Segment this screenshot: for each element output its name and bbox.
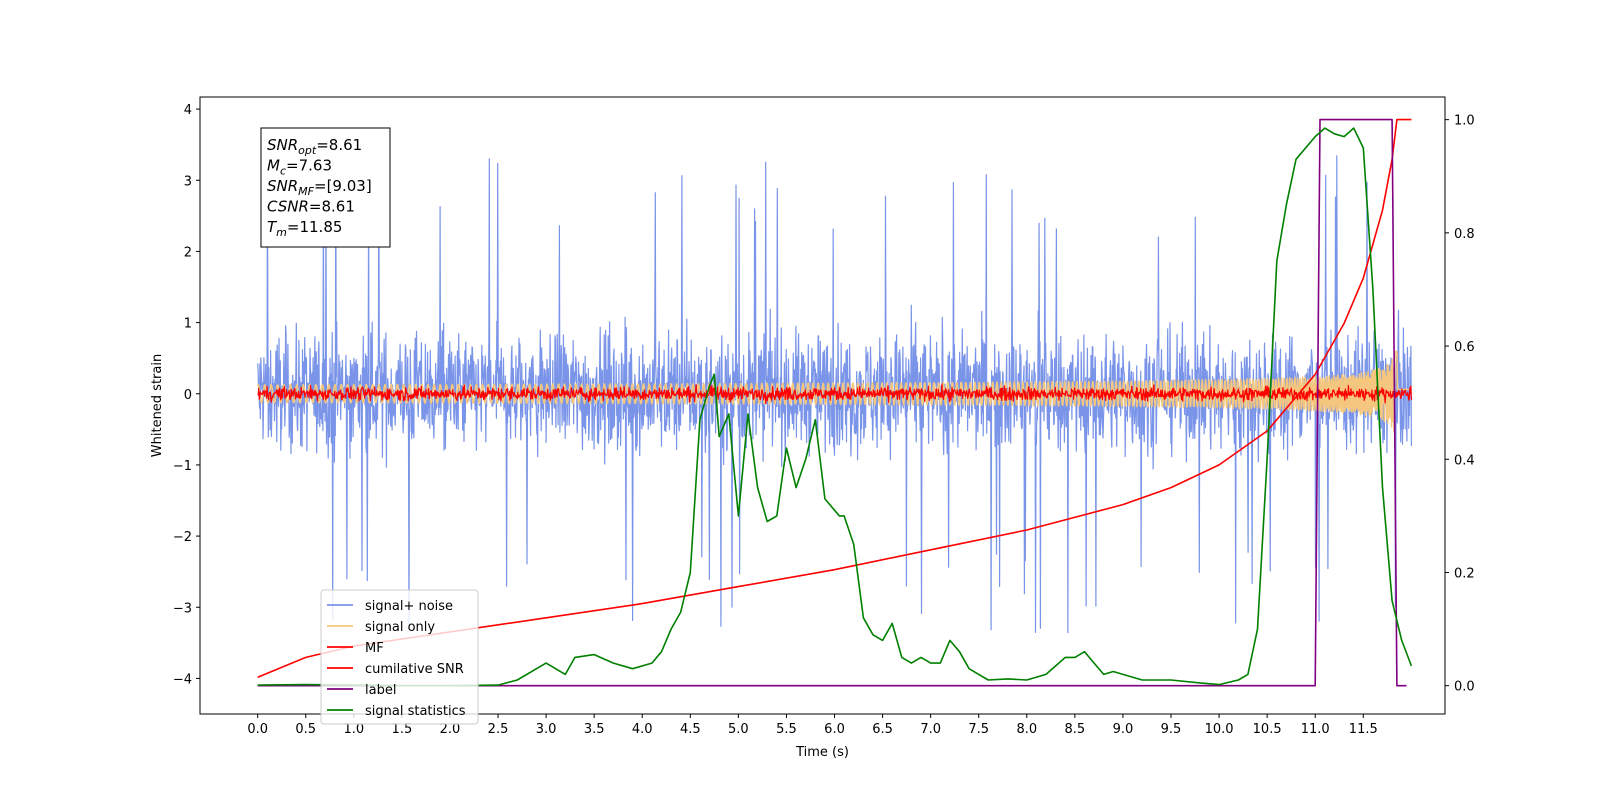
series-mf-line <box>257 383 1412 405</box>
x-tick-label: 1.5 <box>392 722 413 737</box>
annotation-line: Tm=11.85 <box>267 218 342 239</box>
annotation-line: SNRMF=[9.03] <box>267 177 372 198</box>
legend-label: label <box>365 683 396 698</box>
y-tick-label: 0 <box>184 388 192 403</box>
y-tick-label: 4 <box>184 103 192 118</box>
y-tick-label: 3 <box>184 174 192 189</box>
legend-label: signal only <box>365 620 435 635</box>
annotation-line: Mc=7.63 <box>267 157 332 178</box>
x-tick-label: 9.0 <box>1113 722 1134 737</box>
legend: signal+ noise signal only MF cumilative SNR… <box>320 589 479 725</box>
legend-label: MF <box>365 641 384 656</box>
series-label-line <box>257 118 1407 687</box>
y-tick-label: −3 <box>173 601 192 616</box>
y2-tick-label: 0.0 <box>1454 680 1475 695</box>
y2-tick-label: 0.8 <box>1454 227 1475 242</box>
ticks-layer: 0.0 0.5 1.0 1.5 2.0 2.5 3.0 3.5 4.0 4.5 5.0 5.5 6.0 6… <box>173 103 1475 737</box>
x-tick-label: 1.0 <box>343 722 364 737</box>
y2-tick-label: 1.0 <box>1454 114 1475 129</box>
x-tick-label: 10.0 <box>1205 722 1234 737</box>
y2-tick-label: 0.2 <box>1454 566 1475 581</box>
legend-frame <box>320 589 479 725</box>
series-signal-statistics-line <box>257 127 1413 687</box>
x-tick-label: 3.0 <box>536 722 557 737</box>
x-tick-label: 3.5 <box>584 722 605 737</box>
legend-label: signal statistics <box>365 704 466 719</box>
axes-frame <box>199 96 1446 715</box>
x-tick-label: 7.0 <box>920 722 941 737</box>
x-tick-label: 0.5 <box>295 722 316 737</box>
series-cumilative-snr-line <box>257 118 1412 678</box>
legend-label: signal+ noise <box>365 599 453 614</box>
x-tick-label: 10.5 <box>1253 722 1282 737</box>
x-tick-label: 11.5 <box>1349 722 1378 737</box>
y2-tick-label: 0.4 <box>1454 453 1475 468</box>
legend-label: cumilative SNR <box>365 662 464 677</box>
x-tick-label: 9.5 <box>1161 722 1182 737</box>
y-tick-label: 2 <box>184 245 192 260</box>
x-tick-label: 5.0 <box>728 722 749 737</box>
y-tick-label: 1 <box>184 317 192 332</box>
x-tick-label: 11.0 <box>1301 722 1330 737</box>
x-tick-label: 6.5 <box>872 722 893 737</box>
x-tick-label: 8.5 <box>1065 722 1086 737</box>
y-axis-label: Whitened strain <box>150 354 165 457</box>
x-tick-label: 4.5 <box>680 722 701 737</box>
x-tick-label: 8.0 <box>1016 722 1037 737</box>
x-tick-label: 2.5 <box>488 722 509 737</box>
x-axis-label: Time (s) <box>795 745 849 760</box>
annotation-line: CSNR=8.61 <box>267 198 355 216</box>
series-group <box>256 118 1413 687</box>
x-tick-label: 6.0 <box>824 722 845 737</box>
annotation-line: SNRopt=8.61 <box>267 136 362 157</box>
x-tick-label: 2.0 <box>440 722 461 737</box>
y2-tick-label: 0.6 <box>1454 340 1475 355</box>
x-tick-label: 7.5 <box>968 722 989 737</box>
annotation-frame <box>260 127 391 248</box>
axes-layer <box>199 96 1446 715</box>
x-tick-label: 0.0 <box>247 722 268 737</box>
y-tick-label: −4 <box>173 672 192 687</box>
x-tick-label: 4.0 <box>632 722 653 737</box>
y-tick-label: −2 <box>173 530 192 545</box>
series-layer <box>256 118 1413 687</box>
y-tick-label: −1 <box>173 459 192 474</box>
x-tick-label: 5.5 <box>776 722 797 737</box>
